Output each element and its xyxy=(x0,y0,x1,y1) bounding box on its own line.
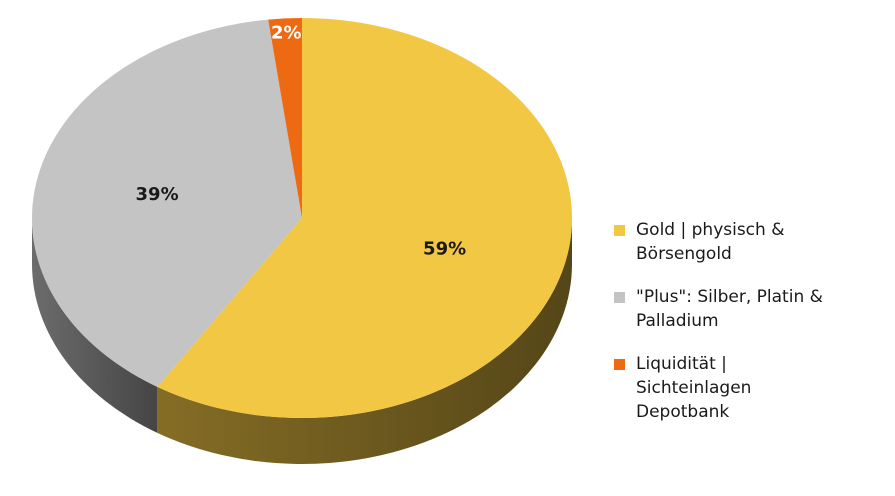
legend-label-line: Palladium xyxy=(636,311,719,331)
pie-side-0 xyxy=(157,218,572,464)
legend-swatch-1 xyxy=(614,292,625,303)
legend: Gold | physisch & Börsengold "Plus": Silbe… xyxy=(614,218,884,443)
legend-label-line: "Plus": Silber, Platin & xyxy=(636,287,823,307)
pie-slice-1 xyxy=(32,19,303,387)
legend-item-2: Liquidität | Sichteinlagen Depotbank xyxy=(614,352,884,424)
slice-label-2: 2% xyxy=(271,22,302,43)
legend-swatch-2 xyxy=(614,359,625,370)
pie-slice-0 xyxy=(157,18,573,418)
legend-label-line: Gold | physisch & xyxy=(636,220,785,240)
pie-slice-2 xyxy=(268,18,302,218)
legend-swatch-0 xyxy=(614,225,625,236)
legend-label-line: Sichteinlagen xyxy=(636,378,752,398)
legend-item-1: "Plus": Silber, Platin & Palladium xyxy=(614,285,884,333)
slice-label-1: 39% xyxy=(136,184,179,205)
legend-label-line: Börsengold xyxy=(636,244,732,264)
legend-item-0: Gold | physisch & Börsengold xyxy=(614,218,884,266)
legend-label-line: Liquidität | xyxy=(636,354,727,374)
legend-label-line: Depotbank xyxy=(636,402,730,422)
slice-label-0: 59% xyxy=(423,239,466,260)
pie-side-1 xyxy=(32,218,158,433)
